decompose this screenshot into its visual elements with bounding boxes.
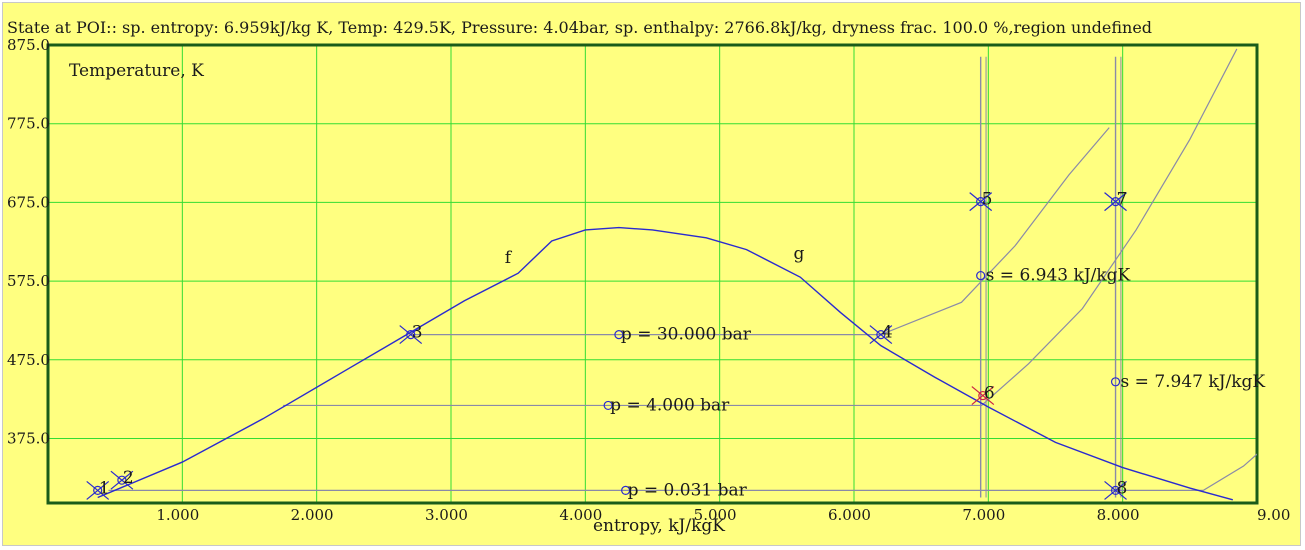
isentrope-label-marker	[1110, 377, 1121, 387]
state-point-label: 5	[982, 190, 993, 210]
x-tick-label: 5.000	[694, 506, 737, 524]
saturation-dome	[97, 226, 1234, 501]
isentrope-label: s = 7.947 kJ/kgK	[1121, 372, 1266, 392]
x-tick-label: 1.000	[156, 506, 199, 524]
state-point-label: 6	[984, 384, 995, 404]
isobar-line	[283, 48, 1238, 407]
isentrope-label: s = 6.943 kJ/kgK	[986, 266, 1131, 286]
state-point-circle	[978, 390, 988, 401]
dome-label-f: f	[505, 248, 513, 268]
x-tick-label: 4.000	[559, 506, 602, 524]
x-tick-label: 2.000	[291, 506, 334, 524]
x-axis-label: entropy, kJ/kgK	[593, 516, 725, 536]
state-point-cross	[969, 192, 993, 212]
state-point-label: 3	[412, 323, 423, 343]
isentrope-label-marker	[976, 270, 986, 281]
state-point-circle	[93, 485, 103, 496]
state-point-8	[1104, 480, 1127, 500]
x-tick-label: 9.00	[1257, 506, 1290, 524]
isobar-label: p = 0.031 bar	[628, 480, 748, 500]
y-tick-label: 575.0	[7, 272, 50, 290]
x-tick-label: 6.000	[828, 506, 871, 524]
state-point-circle	[406, 329, 416, 340]
y-tick-label: 475.0	[7, 351, 50, 369]
x-tick-label: 3.000	[425, 506, 468, 524]
isobar-label-marker	[621, 485, 631, 496]
plot-frame	[46, 43, 1259, 505]
state-point-4	[869, 325, 893, 345]
dome-label-g: g	[794, 244, 805, 264]
state-point-1	[86, 480, 110, 500]
state-point-2	[110, 470, 134, 490]
state-point-5	[969, 192, 993, 212]
ts-diagram[interactable]: f g p = 30.000 bar p = 4.000 bar p = 0.031 b…	[3, 3, 1300, 545]
state-point-6	[971, 386, 995, 406]
y-tick-label: 375.0	[7, 429, 50, 447]
state-point-3	[399, 325, 423, 345]
state-point-label: 7	[1117, 190, 1128, 210]
state-point-cross	[1104, 480, 1127, 500]
status-text: State at POI:: sp. entropy: 6.959kJ/kg K…	[7, 18, 1152, 37]
y-tick-label: 875.0	[7, 36, 50, 54]
y-axis-label: Temperature, K	[69, 61, 204, 81]
x-tick-label: 8.000	[1097, 506, 1140, 524]
state-point-circle	[117, 475, 127, 485]
y-tick-label: 775.0	[7, 115, 50, 133]
state-point-label: 1	[99, 478, 110, 498]
state-point-cross	[869, 325, 893, 345]
isobar-line	[108, 453, 1257, 492]
isobar-label: p = 4.000 bar	[610, 395, 730, 415]
state-point-circle	[976, 197, 986, 207]
state-point-cross	[971, 386, 995, 406]
isobar-label-marker	[603, 400, 613, 411]
isobar-label-marker	[614, 329, 624, 340]
state-point-circle	[1110, 485, 1121, 496]
state-point-cross	[1104, 192, 1127, 212]
state-point-label: 4	[882, 323, 893, 343]
state-point-label: 2	[123, 468, 134, 488]
isobar-line	[410, 127, 1110, 336]
state-point-7	[1104, 192, 1127, 212]
state-point-label: 8	[1117, 478, 1128, 498]
state-point-cross	[86, 480, 110, 500]
isobar-label: p = 30.000 bar	[621, 325, 752, 345]
state-point-circle	[876, 329, 886, 340]
y-tick-label: 675.0	[7, 193, 50, 211]
x-tick-label: 7.000	[962, 506, 1005, 524]
state-point-cross	[110, 470, 134, 490]
state-point-cross	[399, 325, 423, 345]
state-point-circle	[1110, 197, 1121, 207]
